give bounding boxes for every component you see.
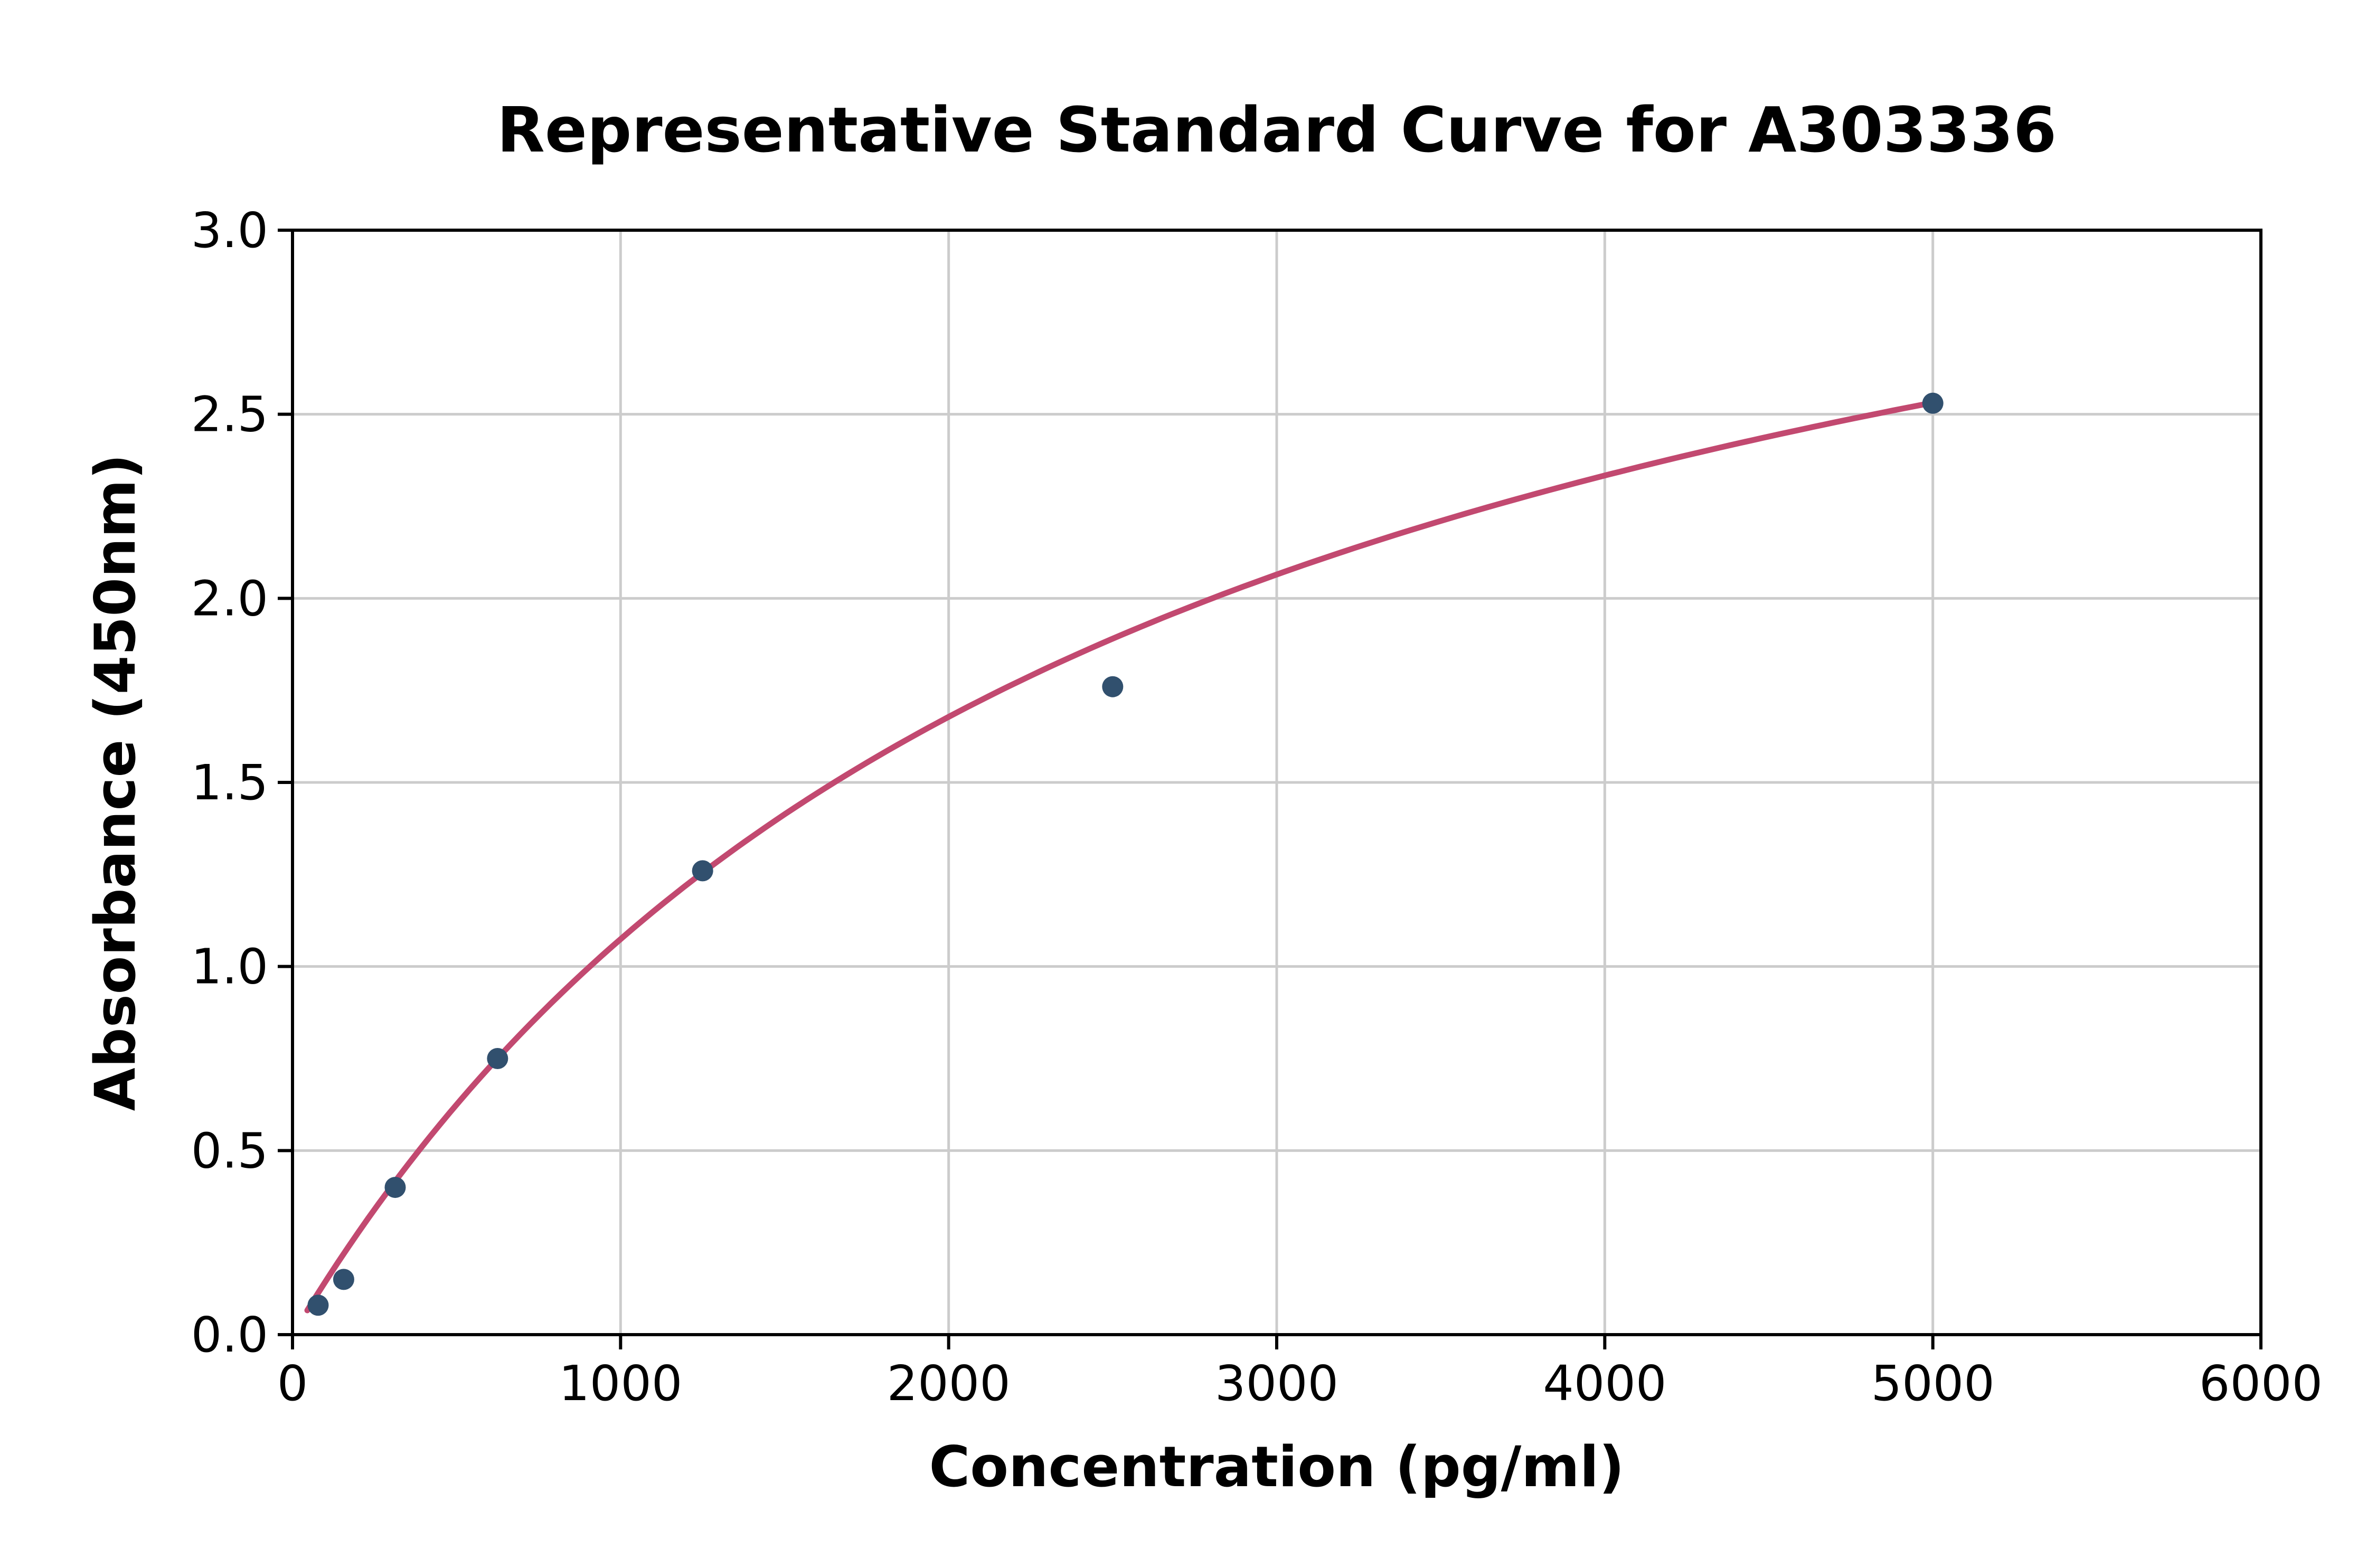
x-tick-label: 5000 — [1871, 1355, 1995, 1412]
y-tick-label: 3.0 — [191, 202, 268, 259]
tick-label-layer: 0 1000 2000 3000 4000 5000 6000 0.0 0.5 1.0 1.5 2.0… — [191, 202, 2323, 1412]
data-point — [333, 1269, 354, 1290]
data-point — [307, 1295, 329, 1316]
x-tick-label: 2000 — [887, 1355, 1011, 1412]
data-point — [384, 1177, 406, 1198]
chart-title: Representative Standard Curve for A30333… — [497, 93, 2057, 166]
y-tick-label: 2.0 — [191, 570, 268, 627]
x-tick-label: 4000 — [1543, 1355, 1666, 1412]
axes-layer — [278, 229, 2262, 1349]
y-tick-label: 0.5 — [191, 1122, 268, 1179]
data-point — [1102, 676, 1124, 697]
y-axis-label: Absorbance (450nm) — [83, 454, 148, 1111]
y-tick-label: 2.5 — [191, 386, 268, 443]
data-point — [487, 1048, 508, 1069]
y-tick-label: 1.5 — [191, 754, 268, 811]
x-axis-label: Concentration (pg/ml) — [929, 1434, 1624, 1499]
data-point — [692, 860, 713, 882]
data-point — [1922, 392, 1944, 414]
points-layer — [307, 392, 1944, 1316]
x-tick-label: 0 — [277, 1355, 308, 1412]
x-tick-label: 1000 — [559, 1355, 682, 1412]
x-tick-label: 6000 — [2199, 1355, 2323, 1412]
y-tick-label: 0.0 — [191, 1307, 268, 1363]
axis-frame — [291, 229, 2262, 1336]
fit-curve — [304, 399, 1938, 1314]
x-tick-label: 3000 — [1215, 1355, 1338, 1412]
y-tick-label: 1.0 — [191, 939, 268, 995]
curve-layer — [304, 399, 1938, 1314]
